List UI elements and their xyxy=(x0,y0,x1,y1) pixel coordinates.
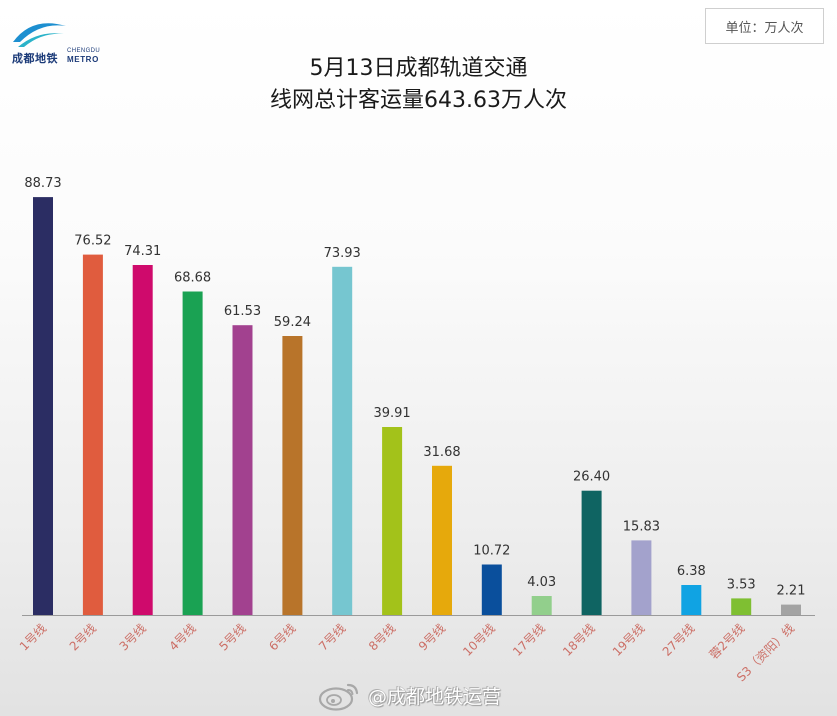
category-label: 18号线 xyxy=(560,621,598,659)
category-label: 5号线 xyxy=(216,621,248,653)
value-label: 31.68 xyxy=(423,445,460,460)
category-label: 3号线 xyxy=(117,621,149,653)
watermark-text: @成都地铁运营 xyxy=(368,685,502,708)
category-label: 8号线 xyxy=(366,621,398,653)
category-label: 1号线 xyxy=(17,621,49,653)
value-label: 61.53 xyxy=(224,304,261,319)
bar xyxy=(731,598,752,615)
weibo-watermark: @成都地铁运营 xyxy=(318,678,501,712)
bar xyxy=(382,427,403,615)
category-label: 7号线 xyxy=(316,621,348,653)
category-label: 4号线 xyxy=(166,621,198,653)
value-label: 15.83 xyxy=(623,519,660,534)
value-label: 3.53 xyxy=(727,577,756,592)
category-label: 9号线 xyxy=(416,621,448,653)
chengdu-metro-logo: 成都地铁 CHENGDU METRO xyxy=(10,14,110,66)
bar xyxy=(282,336,303,615)
category-label: 蓉2号线 xyxy=(707,621,748,662)
value-label: 2.21 xyxy=(777,584,806,599)
metro-swoosh-icon xyxy=(13,23,66,47)
bar xyxy=(332,266,353,615)
bar xyxy=(781,604,801,615)
unit-label: 单位：万人次 xyxy=(725,20,804,36)
category-label: 17号线 xyxy=(510,621,548,659)
bar xyxy=(132,265,153,615)
value-label: 59.24 xyxy=(274,315,311,330)
value-label: 6.38 xyxy=(677,564,706,579)
category-label: 2号线 xyxy=(67,621,99,653)
value-label: 26.40 xyxy=(573,470,610,485)
unit-label-box: 单位：万人次 xyxy=(705,8,824,44)
value-label: 74.31 xyxy=(124,244,161,259)
chart-title: 5月13日成都轨道交通 xyxy=(309,56,528,81)
bar xyxy=(82,254,103,615)
chart-subtitle: 线网总计客运量643.63万人次 xyxy=(270,88,567,113)
logo-text-en-top: CHENGDU xyxy=(67,48,101,54)
value-label: 4.03 xyxy=(527,575,556,590)
logo-text-cn: 成都地铁 xyxy=(12,52,58,65)
bar xyxy=(33,197,53,615)
bar xyxy=(681,585,702,615)
weibo-icon xyxy=(318,683,359,711)
bar xyxy=(531,596,552,615)
bars-layer xyxy=(33,197,801,615)
bar xyxy=(481,564,502,615)
category-label: 10号线 xyxy=(460,621,498,659)
category-label: 19号线 xyxy=(610,621,648,659)
bar xyxy=(581,490,602,615)
value-label: 76.52 xyxy=(74,234,111,249)
value-label: 68.68 xyxy=(174,271,211,286)
bar xyxy=(232,325,253,615)
logo-text-en-bottom: METRO xyxy=(67,55,99,64)
bar xyxy=(432,465,452,615)
category-label: 6号线 xyxy=(266,621,298,653)
bar xyxy=(182,291,203,615)
category-label: 27号线 xyxy=(660,621,698,659)
value-label: 39.91 xyxy=(373,406,410,421)
bar xyxy=(631,540,652,615)
value-label: 10.72 xyxy=(473,544,510,559)
value-label: 88.73 xyxy=(24,176,61,191)
value-label: 73.93 xyxy=(324,246,361,261)
